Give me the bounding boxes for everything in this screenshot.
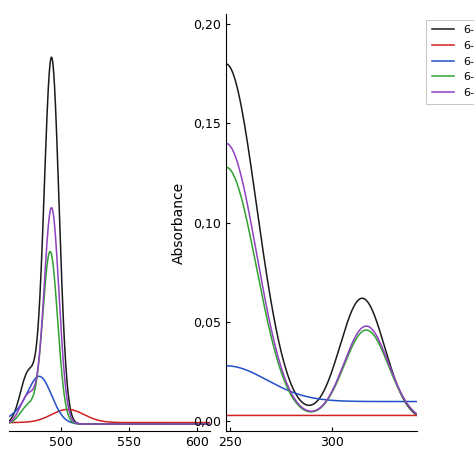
6-FAM-S [414,411,420,417]
Y-axis label: Absorbance: Absorbance [172,182,186,264]
6-FAM-S [374,317,379,323]
6-FAM-S [315,412,321,418]
6-FAM-S [409,408,414,413]
6-FAM-S [409,399,414,404]
6-FAM-S [409,406,414,412]
6-FAM-S [409,407,414,412]
Legend: 6-FAM-S, 6-FAM-S, 6-FAM-S, 6-FAM-S, 6-FAM-S: 6-FAM-S, 6-FAM-S, 6-FAM-S, 6-FAM-S, 6-FA… [427,20,474,104]
6-FAM-S [221,363,227,369]
6-FAM-S [231,150,237,155]
6-FAM-S [315,406,321,412]
6-FAM-S [221,141,227,147]
6-FAM-S [310,408,316,414]
6-FAM-S [374,399,379,404]
6-FAM-S [310,395,316,401]
6-FAM-S [310,412,316,418]
6-FAM-S [221,165,227,171]
6-FAM-S [414,412,420,418]
6-FAM-S [223,61,229,67]
6-FAM-S [414,399,420,404]
6-FAM-S [409,406,414,412]
6-FAM-S [374,336,379,341]
6-FAM-S [231,412,237,418]
6-FAM-S [414,411,420,417]
6-FAM-S [221,412,227,418]
6-FAM-S [409,408,414,413]
Line: 6-FAM-S: 6-FAM-S [224,143,417,414]
6-FAM-S [414,412,420,418]
6-FAM-S [315,407,321,413]
6-FAM-S [373,412,379,418]
6-FAM-S [223,363,229,369]
6-FAM-S [409,407,414,412]
6-FAM-S [231,73,237,79]
6-FAM-S [409,399,414,404]
6-FAM-S [310,409,316,415]
6-FAM-S [374,332,379,338]
Line: 6-FAM-S: 6-FAM-S [224,167,417,414]
6-FAM-S [231,364,237,369]
6-FAM-S [315,397,321,403]
6-FAM-S [231,173,237,178]
6-FAM-S [310,401,316,407]
6-FAM-S [223,140,229,146]
Line: 6-FAM-S: 6-FAM-S [224,64,417,415]
6-FAM-S [315,396,321,401]
6-FAM-S [409,412,414,418]
6-FAM-S [221,62,227,67]
Line: 6-FAM-S: 6-FAM-S [224,366,417,401]
6-FAM-S [409,412,414,418]
6-FAM-S [223,164,229,170]
